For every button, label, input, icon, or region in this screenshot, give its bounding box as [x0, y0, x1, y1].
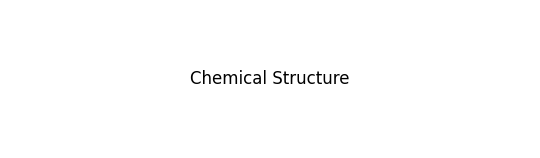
Text: Chemical Structure: Chemical Structure	[190, 70, 350, 88]
